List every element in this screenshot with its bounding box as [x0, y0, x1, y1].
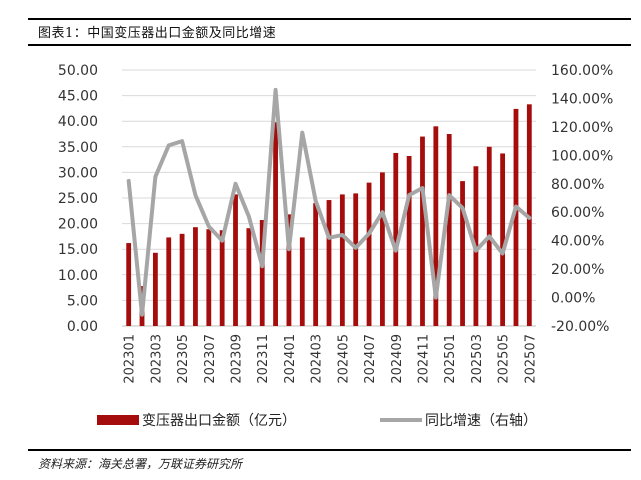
bar [246, 228, 252, 326]
bar [206, 229, 212, 326]
bar [406, 156, 412, 326]
top-rule [28, 18, 631, 20]
x-tick-label: 202305 [176, 334, 191, 384]
bar-series [126, 104, 532, 326]
left-tick-label: 5.00 [67, 293, 98, 309]
left-tick-label: 50.00 [58, 63, 98, 79]
left-tick-label: 35.00 [58, 140, 98, 156]
right-tick-label: 60.00% [551, 205, 604, 221]
bar [233, 194, 238, 326]
bar [152, 252, 158, 326]
left-tick-label: 25.00 [58, 191, 98, 207]
bar [219, 230, 225, 326]
bar [313, 203, 319, 326]
bar [366, 182, 372, 326]
legend-bar-swatch [97, 415, 139, 425]
x-tick-label: 202405 [336, 334, 351, 384]
right-tick-label: 100.00% [551, 148, 613, 164]
bar [446, 134, 452, 326]
bar [380, 172, 385, 326]
right-tick-label: 140.00% [551, 91, 613, 107]
x-tick-label: 202309 [230, 334, 245, 384]
bar [500, 153, 506, 326]
bar [126, 243, 132, 326]
right-tick-label: 20.00% [551, 262, 604, 278]
x-tick-label: 202307 [203, 334, 218, 384]
growth-line [126, 87, 532, 317]
left-tick-label: 10.00 [58, 268, 98, 284]
bar [273, 122, 278, 326]
source-note: 资料来源：海关总署，万联证券研究所 [38, 457, 243, 471]
x-tick-label: 202409 [390, 334, 405, 384]
line-series [126, 87, 532, 317]
x-tick-label: 202505 [497, 334, 512, 384]
bar [299, 237, 305, 326]
figure-title: 图表1：中国变压器出口金额及同比增速 [38, 26, 277, 41]
bar [460, 181, 465, 326]
legend-label-line: 同比增速（右轴） [425, 413, 537, 429]
right-tick-label: 160.00% [551, 63, 613, 79]
left-tick-label: 20.00 [58, 217, 98, 233]
x-tick-label: 202411 [416, 334, 431, 384]
right-tick-label: 120.00% [551, 120, 613, 136]
left-tick-label: 30.00 [58, 165, 98, 181]
right-tick-label: 0.00% [551, 291, 595, 307]
left-tick-label: 45.00 [58, 89, 98, 105]
left-tick-label: 0.00 [67, 319, 98, 335]
right-tick-label: 80.00% [551, 177, 604, 193]
x-tick-label: 202311 [256, 334, 271, 384]
legend-label-bars: 变压器出口金额（亿元） [142, 413, 296, 429]
x-tick-label: 202401 [283, 334, 298, 384]
bar [286, 214, 292, 326]
x-tick-label: 202301 [123, 334, 138, 384]
bar [339, 194, 345, 326]
title-rule [28, 44, 631, 46]
bar [166, 237, 172, 326]
legend: 变压器出口金额（亿元） 同比增速（右轴） [97, 413, 537, 429]
bottom-rule [28, 449, 631, 451]
x-axis-ticks: 202301 202303 202305 202307 202309 202311 2024… [123, 334, 539, 384]
left-axis-ticks: 0.00 5.00 10.00 15.00 20.00 25.00 30.00 35.00 40… [58, 63, 98, 335]
left-tick-label: 15.00 [58, 242, 98, 258]
x-tick-label: 202507 [523, 334, 538, 384]
bar [353, 193, 359, 326]
x-tick-label: 202303 [149, 334, 164, 384]
bar [193, 227, 198, 326]
left-tick-label: 40.00 [58, 114, 98, 130]
bar [259, 220, 265, 326]
x-tick-label: 202503 [470, 334, 485, 384]
bar [433, 126, 439, 326]
bar [420, 136, 425, 326]
x-tick-label: 202407 [363, 334, 378, 384]
bar [513, 108, 519, 326]
x-tick-label: 202501 [443, 334, 458, 384]
right-axis-ticks: -20.00% 0.00% 20.00% 40.00% 60.00% 80.00% 100.… [551, 63, 613, 335]
bar [393, 152, 399, 326]
right-tick-label: 40.00% [551, 234, 604, 250]
bar [179, 233, 185, 326]
bar [326, 200, 332, 326]
x-tick-label: 202403 [310, 334, 325, 384]
right-tick-label: -20.00% [551, 319, 609, 335]
bar [526, 104, 532, 326]
